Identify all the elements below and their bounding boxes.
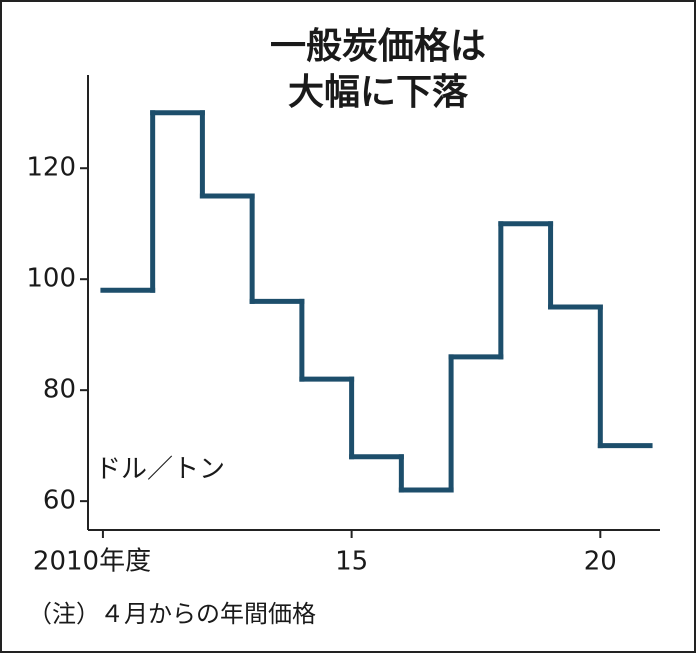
y-tick-label: 120: [26, 153, 76, 183]
chart-title: 大幅に下落: [288, 72, 469, 113]
y-tick-label: 100: [26, 264, 76, 294]
x-tick-label: 2010年度: [33, 547, 151, 577]
x-tick-label: 15: [335, 547, 368, 577]
unit-label: ドル／トン: [95, 455, 225, 485]
chart-title: 一般炭価格は: [270, 26, 486, 67]
note: （注）４月からの年間価格: [28, 600, 316, 628]
x-tick-label: 20: [584, 547, 617, 577]
y-tick-label: 60: [43, 486, 76, 516]
y-tick-label: 80: [43, 375, 76, 405]
